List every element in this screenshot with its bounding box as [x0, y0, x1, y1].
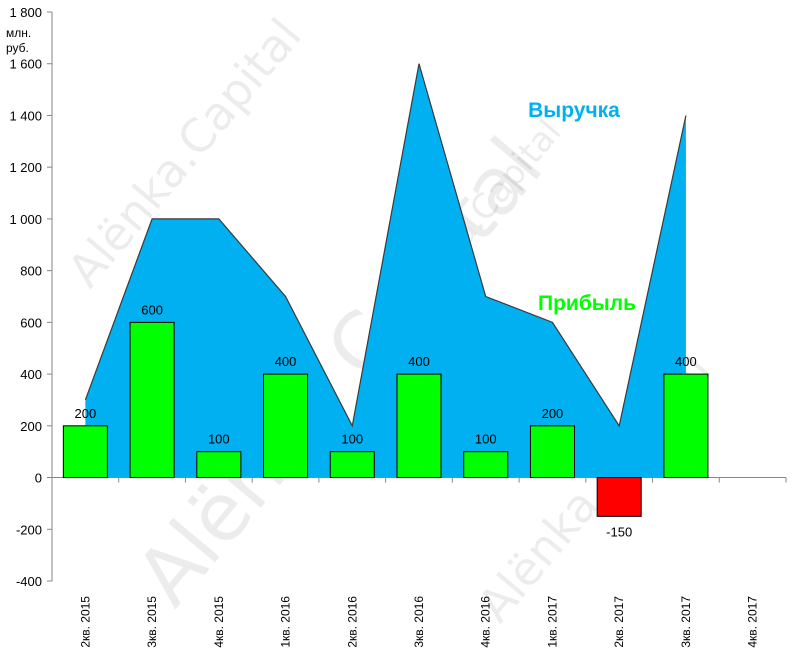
profit-bar: [329, 451, 375, 479]
category-label: 4кв. 2016: [479, 596, 493, 648]
data-label: -150: [606, 524, 632, 539]
category-label: 3кв. 2017: [679, 596, 693, 648]
y-tick-label: 200: [20, 419, 42, 434]
category-label: 2кв. 2016: [345, 596, 359, 648]
labels-layer: 2кв. 2015 3кв. 2015 4кв. 2015 1кв. 2016 2кв.…: [75, 302, 760, 647]
series-label-revenue: Выручка: [528, 99, 620, 122]
revenue-area-layer: [84, 63, 687, 478]
data-label: 100: [341, 432, 363, 447]
profit-bar: [663, 373, 709, 479]
category-label: 3кв. 2016: [412, 596, 426, 648]
category-label: 1кв. 2016: [279, 596, 293, 648]
y-tick-label: 1 600: [9, 57, 42, 72]
data-label: 200: [542, 406, 564, 421]
profit-bar: [129, 321, 175, 479]
y-tick-label: 1 200: [9, 160, 42, 175]
category-label: 2кв. 2015: [78, 596, 92, 648]
category-label: 1кв. 2017: [545, 596, 559, 648]
y-tick-label: 1 800: [9, 5, 42, 20]
y-tick-label: 600: [20, 315, 42, 330]
y-tick-label: -200: [16, 522, 42, 537]
data-label: 600: [141, 302, 163, 317]
y-tick-label: 1 000: [9, 212, 42, 227]
unit-line: млн.: [6, 26, 31, 40]
category-label: 4кв. 2015: [212, 596, 226, 648]
data-label: 200: [75, 406, 97, 421]
y-unit-label: млн. руб.: [6, 26, 31, 55]
series-label-profit: Прибыль: [538, 292, 636, 315]
data-label: 400: [675, 354, 697, 369]
data-label: 400: [275, 354, 297, 369]
profit-bars-layer: [62, 321, 709, 517]
y-tick-label: 400: [20, 367, 42, 382]
profit-bar: [596, 477, 642, 517]
data-label: 100: [475, 432, 497, 447]
y-tick-label: 0: [35, 471, 42, 486]
profit-bar: [529, 425, 575, 479]
revenue-line: [84, 63, 687, 428]
profit-bar: [62, 425, 108, 479]
data-label: 100: [208, 432, 230, 447]
y-tick-label: -400: [16, 574, 42, 589]
profit-bar: [263, 373, 309, 479]
y-tick-label: 800: [20, 264, 42, 279]
category-label: 2кв. 2017: [612, 596, 626, 648]
data-label: 400: [408, 354, 430, 369]
profit-bar: [396, 373, 442, 479]
profit-bar: [196, 451, 242, 479]
profit-bar: [463, 451, 509, 479]
category-label: 3кв. 2015: [145, 596, 159, 648]
category-label: 4кв. 2017: [746, 596, 760, 648]
unit-line: руб.: [6, 41, 29, 55]
y-tick-label: 1 400: [9, 108, 42, 123]
revenue-area: [85, 63, 686, 478]
